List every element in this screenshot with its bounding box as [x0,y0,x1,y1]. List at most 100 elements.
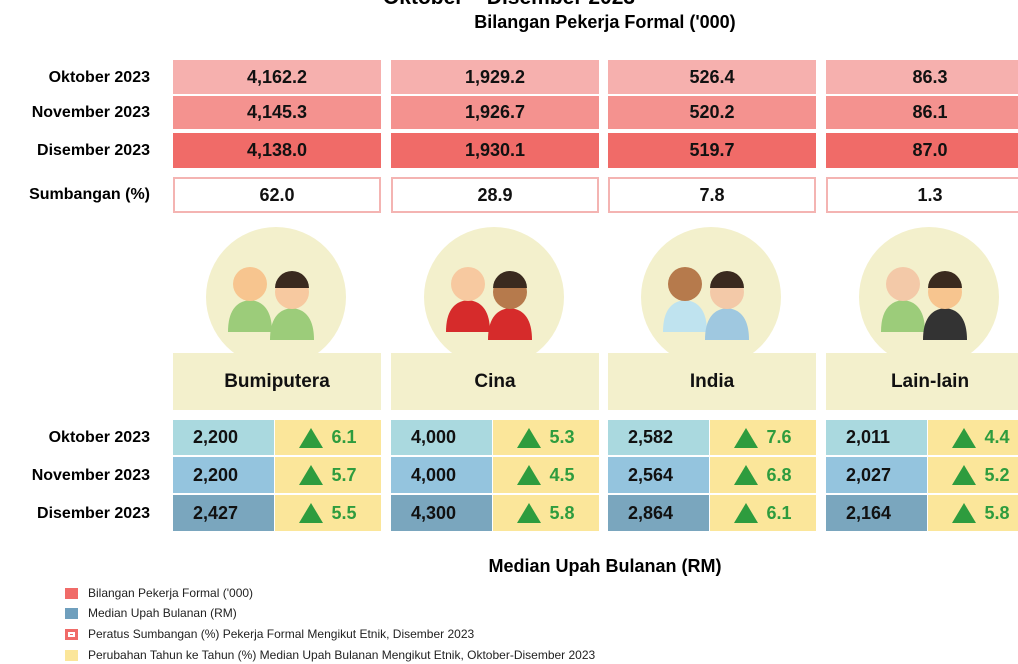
median-cell: 2,864 [608,495,709,531]
employment-cell: 87.0 [826,133,1018,168]
share-cell: 62.0 [173,177,381,213]
person-body [270,308,314,340]
change-value: 5.3 [549,427,575,447]
legend-swatch [65,608,78,619]
change-value: 4.5 [549,464,575,485]
legend-label: Perubahan Tahun ke Tahun (%) Median Upah… [88,648,596,662]
median-cell: 2,164 [826,495,927,531]
change-cell: 5.5 [275,495,381,531]
change-value: 5.5 [331,502,357,523]
change-cell: 5.3 [493,420,599,455]
employment-cell: 86.3 [826,60,1018,94]
person-head [233,267,267,301]
change-value: 6.8 [766,464,792,485]
up-arrow [952,503,977,523]
employment-cell: 520.2 [608,96,816,129]
median-cell: 2,564 [608,457,709,493]
employment-cell: 4,162.2 [173,60,381,94]
up-arrow [952,427,977,448]
legend-label: Bilangan Pekerja Formal ('000) [88,586,254,600]
change-cell: 7.6 [710,420,816,455]
legend-swatch [65,650,78,661]
person-body [446,300,490,332]
median-cell: 2,200 [173,457,274,493]
up-arrow [299,465,324,485]
share-cell: 28.9 [391,177,599,213]
change-value: 5.8 [984,502,1010,523]
change-cell: 6.1 [710,495,816,531]
change-cell: 4.5 [493,457,599,493]
change-value: 7.6 [766,427,792,447]
employment-heading: Bilangan Pekerja Formal ('000) [474,12,736,32]
median-cell: 2,200 [173,420,274,455]
row-label: November 2023 [31,104,150,121]
median-cell: 2,027 [826,457,927,493]
share-cell: 7.8 [608,177,816,213]
employment-cell: 4,138.0 [173,133,381,168]
employment-cell: 526.4 [608,60,816,94]
up-arrow [734,427,759,448]
up-arrow [299,503,324,523]
change-cell: 5.8 [493,495,599,531]
wages-heading: Median Upah Bulanan (RM) [488,556,722,576]
person-body [663,300,707,332]
legend-label: Peratus Sumbangan (%) Pekerja Formal Men… [88,627,475,641]
person-hair [710,271,744,288]
employment-cell: 4,145.3 [173,96,381,129]
legend-swatch [65,629,78,640]
person-head [668,267,702,301]
row-label: Sumbangan (%) [29,186,150,203]
change-cell: 6.8 [710,457,816,493]
change-value: 6.1 [331,427,357,447]
median-cell: 4,000 [391,420,492,455]
up-arrow [517,503,542,523]
median-cell: 2,011 [826,420,927,455]
employment-cell: 1,929.2 [391,60,599,94]
person-head [886,267,920,301]
change-value: 6.1 [766,502,792,523]
change-cell: 5.7 [275,457,381,493]
median-cell: 4,000 [391,457,492,493]
title: Oktober – Disember 2023 [0,0,1018,10]
up-arrow [734,503,759,523]
person-hair [275,271,309,288]
change-value: 5.2 [984,464,1010,485]
median-cell: 4,300 [391,495,492,531]
ethnic-label: Bumiputera [173,353,381,410]
change-cell: 4.4 [928,420,1018,455]
person-body [705,308,749,340]
employment-cell: 86.1 [826,96,1018,129]
ethnic-label: India [608,353,816,410]
employment-cell: 1,926.7 [391,96,599,129]
ethnic-label: Lain-lain [826,353,1018,410]
change-value: 4.4 [984,427,1010,447]
ethnic-label: Cina [391,353,599,410]
person-head [451,267,485,301]
change-value: 5.8 [549,502,575,523]
change-value: 5.7 [331,464,357,485]
share-cell: 1.3 [826,177,1018,213]
row-label: Disember 2023 [37,504,150,522]
up-arrow [734,465,759,485]
row-label: Oktober 2023 [48,68,150,86]
person-hair [493,271,527,288]
median-cell: 2,582 [608,420,709,455]
legend-swatch [65,588,78,599]
employment-cell: 519.7 [608,133,816,168]
up-arrow [517,465,542,485]
person-body [923,308,967,340]
change-cell: 5.2 [928,457,1018,493]
legend-label: Median Upah Bulanan (RM) [88,606,237,620]
change-cell: 5.8 [928,495,1018,531]
row-label: Oktober 2023 [48,429,150,446]
change-cell: 6.1 [275,420,381,455]
row-label: November 2023 [31,466,150,484]
up-arrow [517,427,542,448]
person-body [881,300,925,332]
row-label: Disember 2023 [37,142,150,159]
person-body [488,308,532,340]
person-body [228,300,272,332]
up-arrow [952,465,977,485]
